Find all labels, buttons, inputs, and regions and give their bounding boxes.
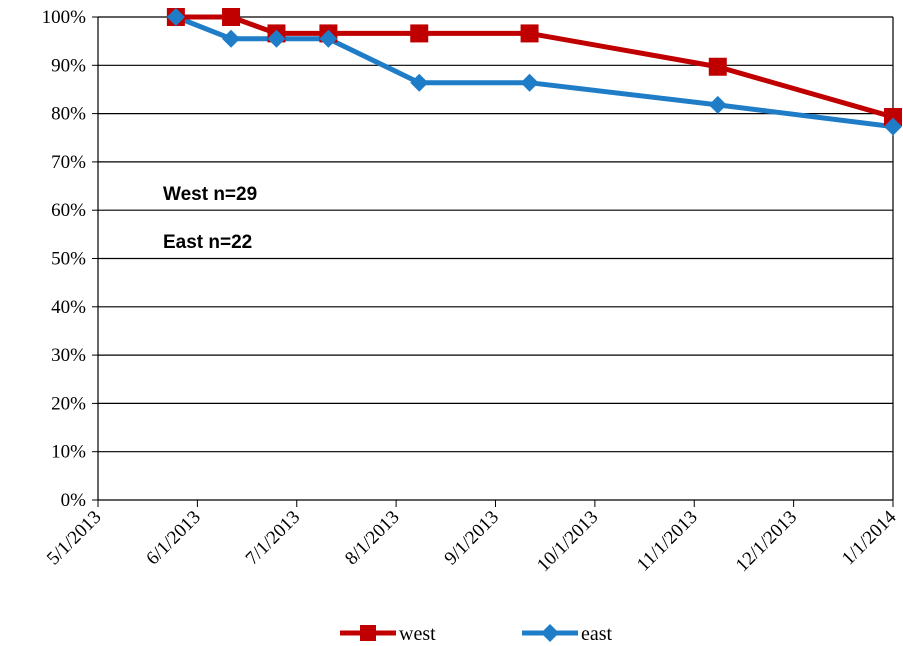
legend-marker-east <box>541 624 559 642</box>
axes <box>92 16 894 507</box>
y-tick-label: 100% <box>42 7 87 28</box>
y-tick-label: 10% <box>51 442 86 463</box>
point-west <box>520 24 539 43</box>
point-east <box>267 29 286 48</box>
point-east <box>410 73 429 92</box>
y-tick-label: 80% <box>51 104 86 125</box>
legend-label-east: east <box>581 623 613 645</box>
y-tick-label: 50% <box>51 249 86 270</box>
x-tick-label: 10/1/2013 <box>533 507 602 576</box>
y-tick-label: 70% <box>51 152 86 173</box>
y-tick-label: 20% <box>51 393 86 414</box>
point-east <box>319 29 338 48</box>
legend-item-west: west <box>340 623 436 645</box>
x-tick-label: 11/1/2013 <box>633 507 702 576</box>
x-tick-labels: 5/1/2013 6/1/2013 7/1/2013 8/1/2013 9/1/2013… <box>43 506 901 576</box>
y-tick-label: 0% <box>61 490 87 511</box>
legend-marker-west <box>360 625 376 641</box>
gridlines <box>98 16 893 501</box>
point-west <box>884 107 902 126</box>
point-west <box>708 57 727 76</box>
legend: west east <box>340 623 613 645</box>
x-tick-label: 9/1/2013 <box>440 507 503 570</box>
x-tick-label: 5/1/2013 <box>43 507 106 570</box>
x-tick-label: 12/1/2013 <box>732 507 801 576</box>
legend-label-west: west <box>399 623 436 645</box>
y-tick-labels: 0% 10% 20% 30% 40% 50% 60% 70% 80% 90% 100% <box>42 7 87 511</box>
x-tick-label: 7/1/2013 <box>242 507 305 570</box>
x-tick-label: 8/1/2013 <box>341 507 404 570</box>
y-tick-label: 90% <box>51 55 86 76</box>
annotation-west-n: West n=29 <box>163 184 257 205</box>
x-tick-label: 6/1/2013 <box>142 507 205 570</box>
legend-item-east: east <box>522 623 613 645</box>
annotation-east-n: East n=22 <box>163 232 252 253</box>
y-tick-label: 40% <box>51 297 86 318</box>
point-east <box>222 29 241 48</box>
series-layer <box>166 8 902 136</box>
y-tick-label: 30% <box>51 345 86 366</box>
point-east <box>708 95 727 114</box>
point-east <box>884 117 902 136</box>
y-tick-label: 60% <box>51 200 86 221</box>
x-tick-label: 1/1/2014 <box>838 506 901 569</box>
point-east <box>520 73 539 92</box>
point-west <box>410 24 429 43</box>
point-west <box>222 8 241 26</box>
point-east <box>166 8 185 26</box>
